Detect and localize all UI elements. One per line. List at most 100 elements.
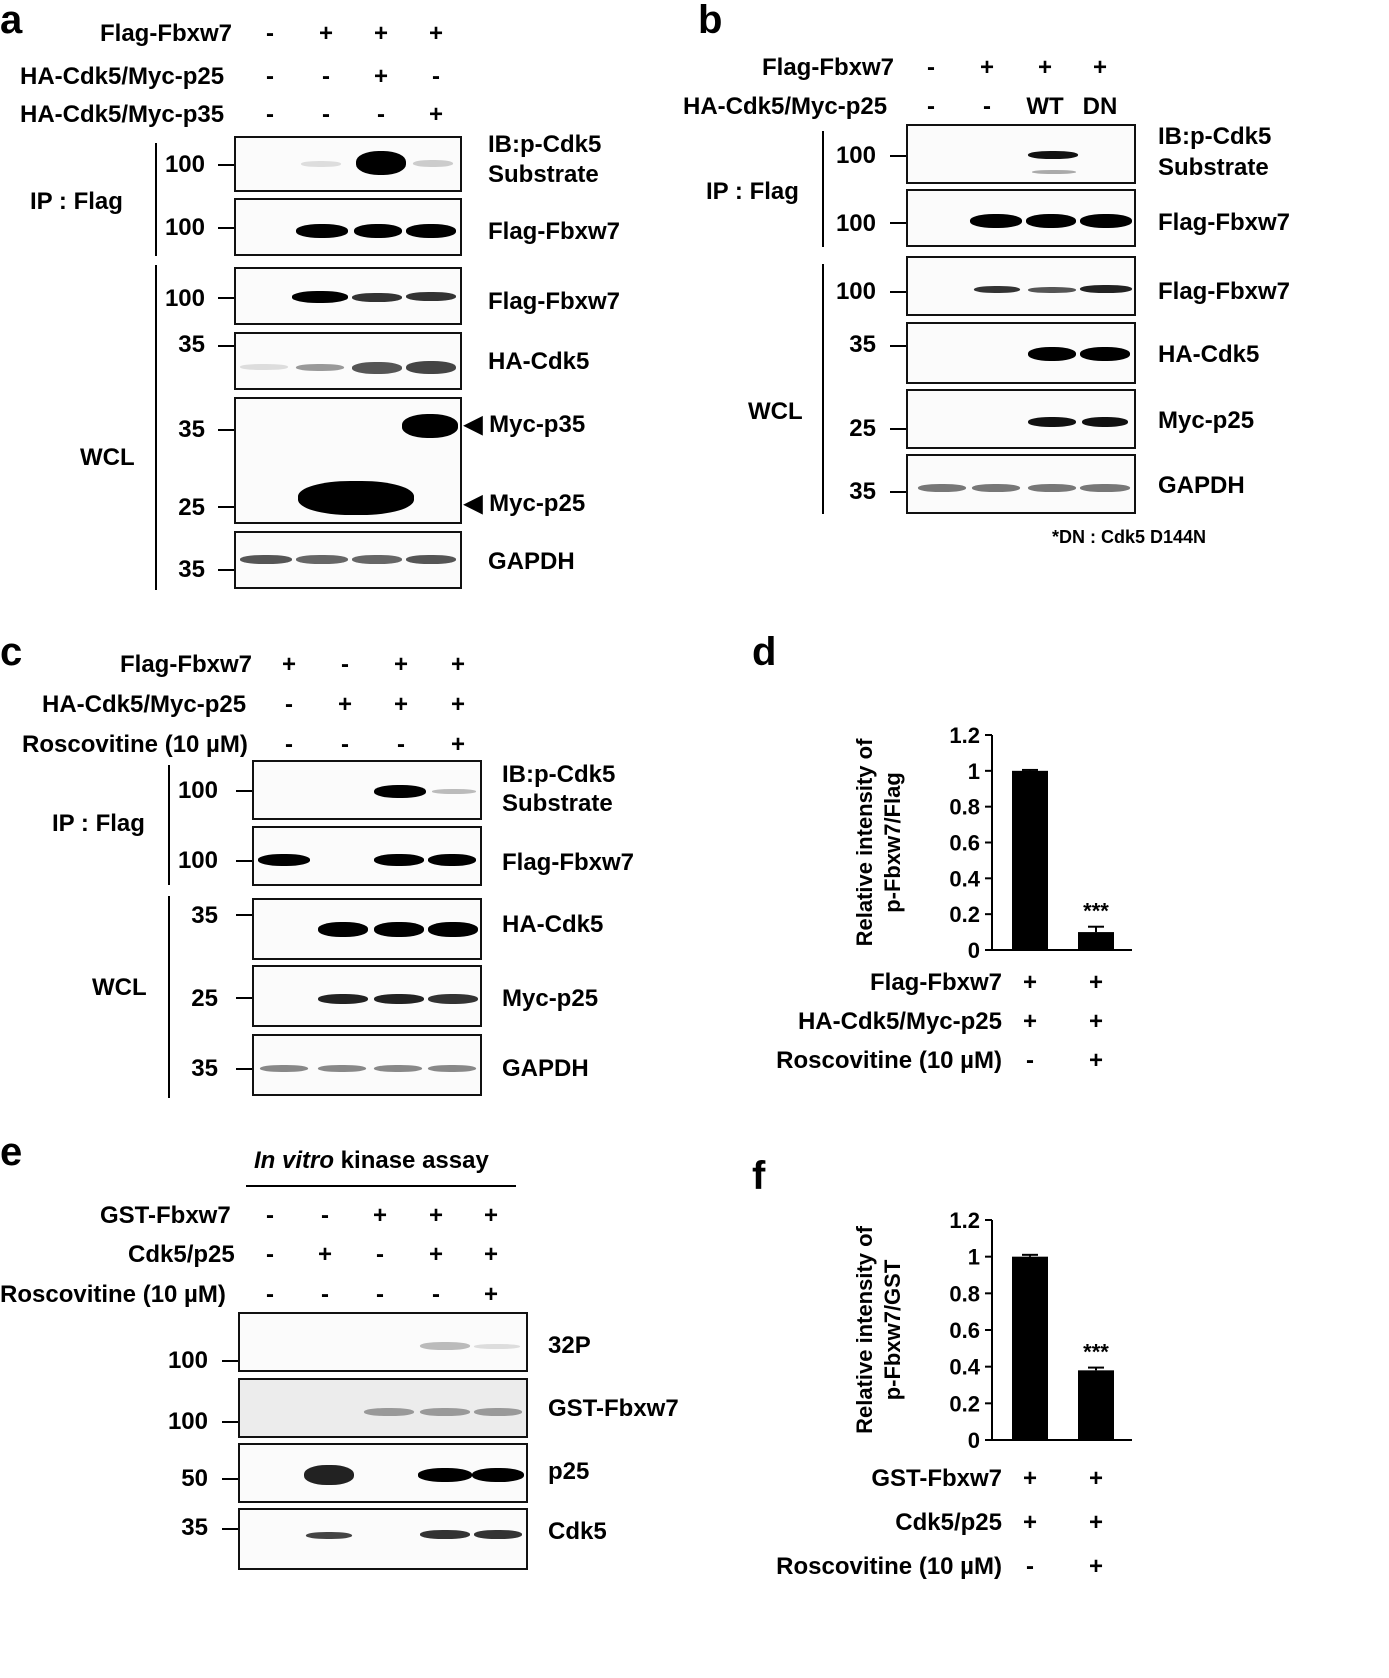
b-blot-p-cdk5-substrate — [906, 124, 1136, 184]
bar — [1078, 1370, 1114, 1440]
a-sign: + — [373, 63, 388, 90]
panel-a-label: a — [0, 0, 23, 42]
y-tick-label: 0.8 — [949, 795, 980, 820]
b-mw-tick — [890, 345, 906, 347]
a-sign: - — [266, 20, 274, 47]
c-blot-flag-fbxw7 — [252, 826, 482, 886]
band — [352, 362, 402, 374]
band — [472, 1468, 524, 1482]
a-mw: 35 — [178, 416, 205, 443]
b-sign: + — [1092, 54, 1107, 81]
c-blot-p-cdk5-substrate — [252, 760, 482, 820]
significance-label: *** — [1083, 1340, 1109, 1365]
a-myc-p35-label: Myc-p35 — [489, 411, 586, 438]
e-blot-label: GST-Fbxw7 — [548, 1395, 679, 1422]
e-sign: - — [266, 1202, 274, 1229]
b-sign: + — [1037, 54, 1052, 81]
band — [296, 364, 344, 371]
a-blot-label-2: Substrate — [488, 161, 599, 188]
b-footnote: *DN : Cdk5 D144N — [1052, 527, 1207, 547]
a-mw: 35 — [178, 331, 205, 358]
band — [1028, 151, 1078, 159]
b-sign: - — [983, 93, 991, 120]
y-tick-label: 1.2 — [949, 1208, 980, 1233]
c-ip-label: IP : Flag — [52, 810, 145, 837]
band — [260, 1065, 308, 1072]
e-blot-label: 32P — [548, 1332, 591, 1359]
band — [318, 1065, 366, 1072]
c-row-ha-cdk5-myc-p25: HA-Cdk5/Myc-p25 — [42, 691, 247, 718]
band — [301, 161, 341, 167]
a-ip-bracket — [155, 143, 157, 256]
y-tick-label: 1 — [968, 1245, 980, 1270]
a-blot-label: IB:p-Cdk5 — [488, 131, 602, 158]
band — [428, 854, 476, 866]
b-row-flag-fbxw7: Flag-Fbxw7 — [762, 54, 895, 81]
b-mw: 35 — [849, 331, 876, 358]
condition-label: GST-Fbxw7 — [871, 1465, 1002, 1492]
e-sign: + — [372, 1202, 387, 1229]
c-blot-myc-p25 — [252, 965, 482, 1027]
band — [420, 1530, 470, 1539]
band — [352, 555, 402, 564]
a-blot-label-2: ◀ Myc-p25 — [464, 490, 586, 517]
a-blot-myc-p35-p25 — [234, 397, 462, 524]
condition-sign: + — [1023, 969, 1037, 996]
e-mw-tick — [222, 1478, 238, 1480]
b-blot-gapdh — [906, 454, 1136, 514]
y-tick-label: 1 — [968, 759, 980, 784]
condition-label: Roscovitine (10 µM) — [776, 1553, 1002, 1580]
c-sign: + — [337, 691, 352, 718]
a-blot-label: HA-Cdk5 — [488, 348, 590, 375]
band — [406, 224, 456, 238]
e-sign: - — [266, 1281, 274, 1308]
e-assay-title-italic: In vitro — [254, 1147, 335, 1174]
b-mw: 35 — [849, 478, 876, 505]
band — [296, 555, 348, 564]
condition-label: Cdk5/p25 — [895, 1509, 1002, 1536]
band — [402, 414, 458, 438]
c-blot-label: GAPDH — [502, 1055, 589, 1082]
e-mw-tick — [222, 1528, 238, 1530]
y-axis-label-line2: p-Fbxw7/Flag — [880, 772, 905, 913]
b-mw-tick — [890, 491, 906, 493]
band — [1080, 484, 1130, 492]
a-row-ha-cdk5-myc-p25: HA-Cdk5/Myc-p25 — [20, 63, 225, 90]
c-sign: + — [450, 731, 465, 758]
band — [1080, 214, 1132, 228]
c-mw-tick — [236, 1068, 252, 1070]
a-wcl-bracket — [155, 265, 157, 590]
a-mw-tick — [218, 569, 234, 571]
e-blot-label: Cdk5 — [548, 1518, 607, 1545]
a-myc-p25-label: Myc-p25 — [489, 490, 586, 517]
e-assay-title: In vitro kinase assay — [254, 1149, 489, 1173]
a-mw: 35 — [178, 556, 205, 583]
b-blot-flag-fbxw7-ip — [906, 189, 1136, 247]
c-blot-ha-cdk5 — [252, 898, 482, 960]
bar — [1078, 932, 1114, 950]
condition-sign: + — [1089, 969, 1103, 996]
band — [972, 484, 1020, 492]
e-sign: + — [317, 1241, 332, 1268]
condition-sign: + — [1089, 1465, 1103, 1492]
b-ip-label: IP : Flag — [706, 178, 799, 205]
b-wcl-label: WCL — [748, 398, 803, 425]
a-sign: - — [266, 63, 274, 90]
y-tick-label: 0.2 — [949, 902, 980, 927]
condition-label: HA-Cdk5/Myc-p25 — [798, 1008, 1002, 1035]
panel-b-label: b — [698, 0, 723, 42]
band — [1080, 285, 1132, 293]
b-mw: 100 — [835, 278, 876, 305]
band — [428, 922, 478, 937]
condition-sign: - — [1026, 1047, 1034, 1074]
condition-sign: + — [1089, 1008, 1103, 1035]
b-blot-label: IB:p-Cdk5 — [1158, 123, 1272, 150]
band — [374, 854, 424, 866]
band — [406, 555, 456, 564]
c-wcl-label: WCL — [92, 974, 147, 1001]
b-sign: + — [979, 54, 994, 81]
b-ip-bracket — [822, 131, 824, 247]
bar — [1012, 770, 1048, 950]
e-sign: - — [266, 1241, 274, 1268]
band — [352, 293, 402, 302]
